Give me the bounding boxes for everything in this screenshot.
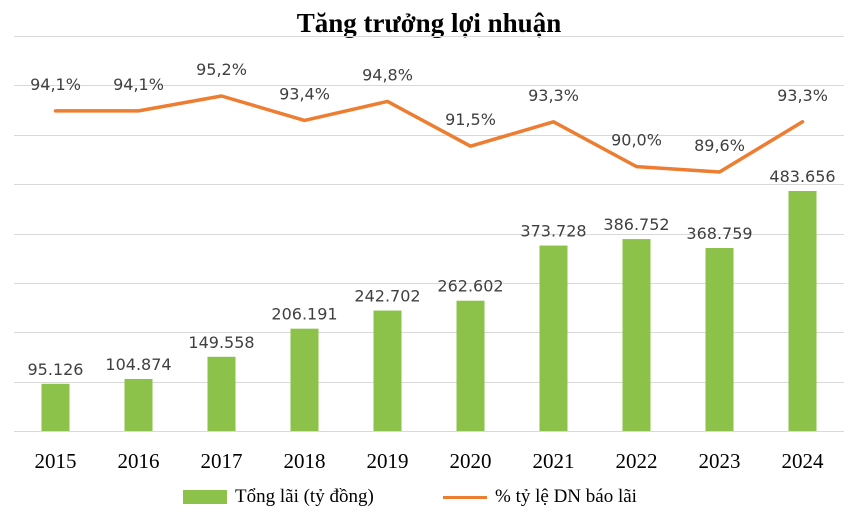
line-value-label: 94,1%	[30, 75, 81, 94]
bar	[456, 300, 485, 431]
bar-value-label: 262.602	[437, 277, 503, 296]
bar-value-label: 206.191	[271, 305, 337, 324]
line-value-label: 93,3%	[777, 86, 828, 105]
bar	[705, 248, 734, 431]
x-tick-label: 2021	[533, 449, 575, 473]
legend-swatch-line	[443, 495, 487, 499]
x-tick-label: 2024	[782, 449, 825, 473]
line-value-label: 94,1%	[113, 75, 164, 94]
x-tick-label: 2019	[367, 449, 409, 473]
bar-value-label: 95.126	[28, 360, 84, 379]
bar-value-label: 368.759	[686, 224, 752, 243]
bar	[788, 191, 817, 431]
legend-item-bars: Tổng lãi (tỷ đồng)	[183, 486, 374, 508]
line-value-label: 93,4%	[279, 84, 330, 103]
bar	[373, 310, 402, 431]
bar-series: 95.126 104.874 149.558 206.191 242.702 262.60…	[28, 167, 836, 431]
bar-value-label: 104.874	[105, 355, 171, 374]
x-tick-label: 2017	[201, 449, 243, 473]
line-value-label: 91,5%	[445, 110, 496, 129]
bar	[41, 383, 70, 431]
line-series: 94,1% 94,1% 95,2% 93,4% 94,8% 91,5% 93,3% 90,0%…	[30, 60, 828, 174]
legend-label-bars: Tổng lãi (tỷ đồng)	[235, 486, 374, 507]
bar	[207, 356, 236, 431]
bar-value-label: 386.752	[603, 215, 669, 234]
legend-swatch-bars	[183, 490, 227, 504]
x-tick-label: 2016	[118, 449, 160, 473]
chart-title: Tăng trưởng lợi nhuận	[296, 8, 562, 38]
series-line	[53, 94, 805, 174]
line-value-label: 94,8%	[362, 65, 413, 84]
x-tick-label: 2023	[699, 449, 741, 473]
bar	[539, 245, 568, 431]
legend-label-line: % tỷ lệ DN báo lãi	[495, 486, 637, 507]
x-tick-label: 2020	[450, 449, 492, 473]
line-value-label: 93,3%	[528, 86, 579, 105]
bar-value-label: 483.656	[769, 167, 835, 186]
x-tick-label: 2015	[35, 449, 77, 473]
bar	[290, 328, 319, 431]
bar-value-label: 242.702	[354, 287, 420, 306]
bar-value-label: 149.558	[188, 333, 254, 352]
x-axis-ticks: 2015 2016 2017 2018 2019 2020 2021 2022 2023 2024	[35, 449, 825, 473]
legend: Tổng lãi (tỷ đồng) % tỷ lệ DN báo lãi	[0, 486, 858, 516]
bar-value-label: 373.728	[520, 222, 586, 241]
line-value-label: 89,6%	[694, 136, 745, 155]
x-tick-label: 2022	[616, 449, 658, 473]
line-value-label: 95,2%	[196, 60, 247, 79]
line-value-label: 90,0%	[611, 131, 662, 150]
bar	[124, 378, 153, 431]
x-tick-label: 2018	[284, 449, 326, 473]
bar	[622, 239, 651, 431]
legend-item-line: % tỷ lệ DN báo lãi	[443, 486, 637, 508]
